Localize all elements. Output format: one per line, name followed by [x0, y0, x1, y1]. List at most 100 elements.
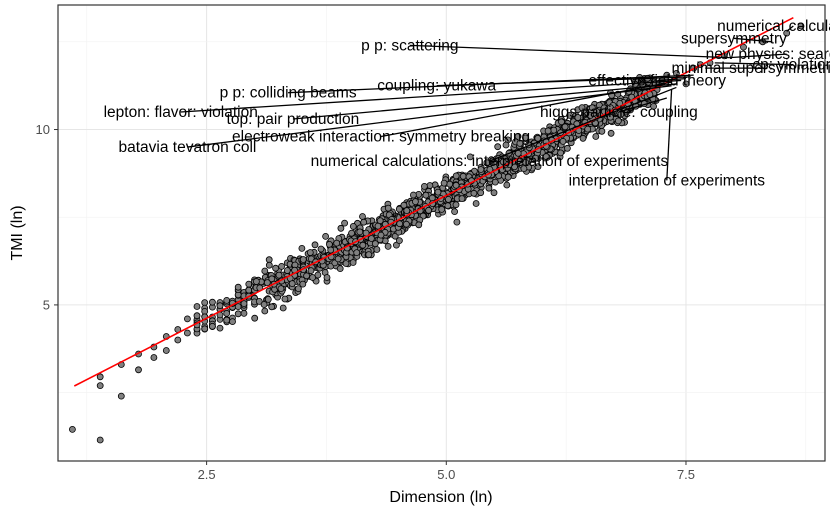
annotation-leader-line — [292, 83, 677, 120]
data-point — [440, 179, 448, 187]
data-point — [265, 261, 273, 269]
data-point — [294, 285, 302, 293]
data-point — [426, 182, 434, 189]
data-point — [472, 200, 480, 207]
data-point — [587, 112, 594, 119]
data-point — [323, 274, 331, 281]
annotation-leader-line — [714, 62, 794, 66]
data-point — [174, 336, 182, 344]
data-point — [162, 347, 170, 354]
annotation-leader-line — [409, 44, 730, 59]
data-point — [183, 315, 191, 323]
data-point — [311, 241, 319, 249]
data-point — [337, 224, 345, 232]
data-point — [384, 204, 392, 212]
data-point — [395, 205, 403, 213]
data-point — [234, 310, 242, 318]
data-point — [682, 80, 690, 88]
data-point — [520, 165, 528, 173]
annotation-labels: numerical calculationssupersymmetry p p: … — [104, 18, 830, 189]
data-point — [356, 228, 364, 236]
data-point — [402, 220, 410, 228]
data-point — [353, 249, 361, 257]
y-tick-label: 10 — [36, 122, 50, 137]
data-point — [333, 239, 341, 247]
data-point — [334, 255, 342, 263]
data-point — [251, 314, 259, 322]
annotation-label: coupling: yukawa — [377, 78, 496, 95]
data-point — [277, 285, 285, 293]
annotation-label: p p: scattering — [361, 37, 458, 54]
data-point — [349, 259, 357, 266]
data-point — [466, 153, 474, 161]
y-axis-title: TMI (ln) — [9, 205, 26, 260]
data-point — [559, 137, 567, 145]
data-point — [193, 312, 201, 320]
data-point — [532, 154, 539, 162]
annotation-label: batavia tevatron coll — [119, 139, 257, 156]
data-point — [306, 249, 314, 256]
data-point — [615, 117, 622, 125]
data-point — [411, 198, 419, 206]
data-point — [69, 425, 76, 433]
data-point — [261, 307, 269, 315]
data-point — [117, 392, 125, 400]
data-point — [240, 309, 248, 317]
data-point — [96, 436, 104, 444]
data-point — [298, 244, 306, 252]
annotation-label: interpretation of experiments — [569, 172, 766, 189]
annotation-leader-line — [729, 53, 787, 59]
data-point — [322, 232, 330, 240]
data-point — [348, 229, 356, 237]
data-point — [349, 222, 357, 230]
data-point — [504, 173, 512, 181]
data-point — [193, 303, 201, 310]
data-point — [444, 202, 452, 210]
annotation-label: effective field theory — [588, 72, 726, 89]
data-point — [255, 297, 263, 305]
data-point — [367, 235, 375, 242]
data-point — [396, 220, 404, 228]
x-tick-label: 2.5 — [198, 467, 216, 482]
data-point — [483, 159, 491, 167]
data-point — [245, 280, 253, 288]
data-point — [574, 114, 582, 121]
data-point — [592, 133, 600, 140]
data-point — [135, 366, 142, 374]
data-point — [650, 103, 657, 110]
data-point — [415, 221, 423, 229]
annotation-label: minimal supersymmetric sta — [671, 60, 830, 77]
data-point — [384, 242, 392, 250]
data-point — [223, 309, 231, 317]
data-point — [588, 104, 596, 112]
x-tick-label: 7.5 — [677, 467, 695, 482]
data-point — [183, 329, 191, 337]
data-point — [265, 256, 273, 264]
annotation-label: top: pair production — [227, 111, 360, 128]
data-point — [438, 205, 446, 213]
data-point — [223, 316, 231, 324]
data-point — [514, 132, 522, 140]
data-point — [281, 295, 289, 303]
annotation-leader-line — [786, 25, 794, 32]
annotation-leader-line — [733, 37, 773, 43]
data-point — [420, 182, 428, 190]
data-point — [522, 158, 530, 166]
data-point — [359, 213, 366, 220]
annotation-label: electroweak interaction: symmetry breaki… — [232, 129, 530, 146]
data-point — [534, 134, 542, 142]
data-point — [216, 302, 224, 310]
annotation-leader-line — [618, 97, 667, 113]
data-point — [216, 324, 224, 332]
data-point — [395, 237, 403, 245]
data-point — [598, 127, 606, 135]
data-point — [564, 144, 571, 152]
data-point — [534, 163, 542, 171]
data-point — [376, 217, 384, 225]
data-point — [264, 295, 272, 303]
data-point — [561, 123, 569, 131]
y-tick-label: 5 — [43, 297, 50, 312]
data-point — [470, 189, 478, 197]
annotation-leader-line — [180, 79, 682, 113]
